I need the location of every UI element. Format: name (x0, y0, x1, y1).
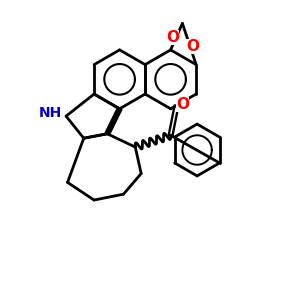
Text: O: O (176, 97, 189, 112)
Text: NH: NH (38, 106, 62, 120)
Text: O: O (167, 31, 179, 46)
Text: O: O (186, 39, 200, 54)
